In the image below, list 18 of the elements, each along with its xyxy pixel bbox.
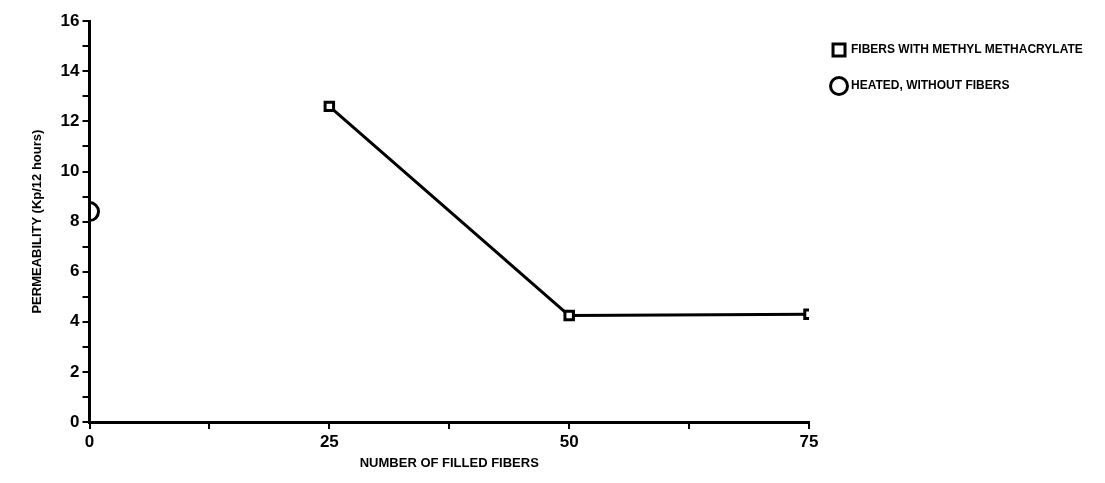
y-tick-label: 2: [70, 361, 80, 381]
y-tick-label: 6: [70, 261, 80, 281]
y-tick-label: 14: [60, 60, 81, 80]
y-tick-label: 12: [60, 111, 80, 131]
x-tick-label: 25: [319, 431, 339, 451]
y-tick-label: 0: [70, 411, 80, 431]
legend-label: HEATED, WITHOUT FIBERS: [851, 78, 1010, 93]
legend-label: FIBERS WITH METHYL METHACRYLATE: [851, 42, 1083, 57]
x-tick-label: 0: [84, 431, 95, 451]
y-axis-title: PERMEABILITY (Kp/12 hours): [29, 129, 45, 314]
y-tick-label: 16: [60, 10, 80, 30]
x-tick-label: 50: [559, 431, 579, 451]
x-axis-title: NUMBER OF FILLED FIBERS: [359, 454, 540, 470]
x-tick-label: 75: [799, 431, 819, 451]
y-tick-label: 4: [70, 311, 81, 331]
y-tick-label: 8: [70, 211, 80, 231]
y-tick-label: 10: [60, 161, 80, 181]
point: [563, 309, 575, 322]
